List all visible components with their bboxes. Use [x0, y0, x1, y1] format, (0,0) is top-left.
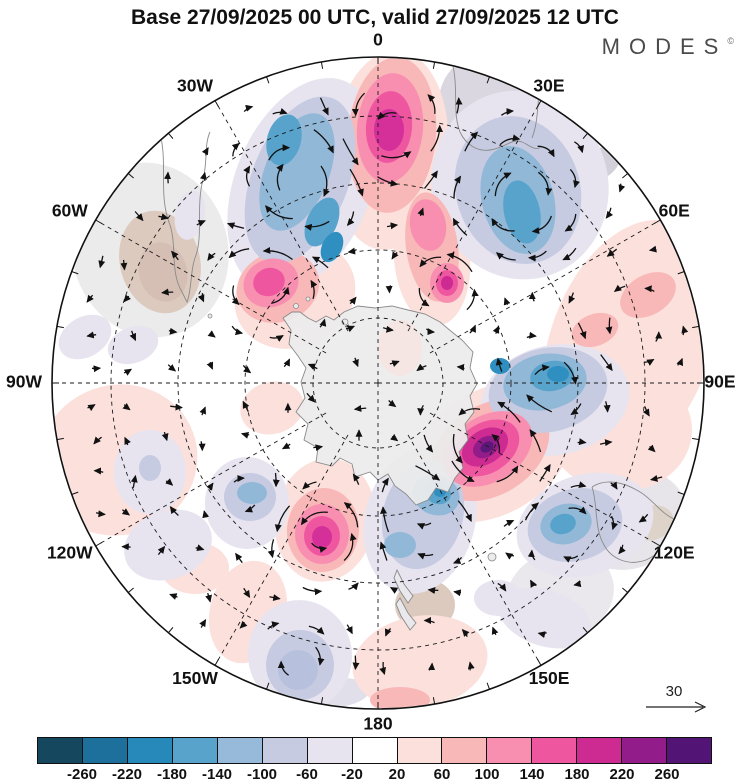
modes-logo-text: MODES [601, 34, 728, 59]
colorbar-cell [397, 738, 443, 763]
colorbar-cell [307, 738, 353, 763]
colorbar-tick-label: -140 [201, 766, 233, 783]
colorbar-tick-label: 260 [654, 766, 680, 783]
colorbar-cell [622, 738, 668, 763]
colorbar-tick-label: -260 [66, 766, 98, 783]
colorbar-tick-label: 20 [388, 766, 406, 783]
chart-title: Base 27/09/2025 00 UTC, valid 27/09/2025… [131, 6, 619, 29]
colorbar-cell [532, 738, 578, 763]
lon-label-180: 180 [363, 714, 392, 734]
colorbar-tick-label: -60 [296, 766, 318, 783]
rim-ticks [52, 57, 704, 709]
colorbar-tick-label: 180 [564, 766, 590, 783]
colorbar-cell [442, 738, 488, 763]
colorbar-tick-label: -220 [111, 766, 143, 783]
polar-map: 0 30E 60E 90E 120E 150E 180 150W 120W 90W 60W 30W 30 [6, 30, 736, 734]
lon-label-60E: 60E [659, 201, 690, 221]
colorbar-tick-label: 220 [609, 766, 635, 783]
colorbar-cell [38, 738, 83, 763]
colorbar-tick-label: -180 [156, 766, 188, 783]
colorbar-tick-label: 100 [474, 766, 500, 783]
lon-label-120W: 120W [47, 543, 93, 563]
lon-label-150W: 150W [172, 668, 218, 688]
colorbar-cell [667, 738, 712, 763]
colorbar-tick-label: 140 [519, 766, 545, 783]
colorbar-tick-label: -20 [341, 766, 363, 783]
colorbar-cell [577, 738, 623, 763]
lon-label-0: 0 [373, 30, 383, 50]
modes-logo: MODES© [602, 34, 734, 60]
lon-label-90E: 90E [704, 372, 735, 392]
colorbar-cell [487, 738, 533, 763]
colorbar [37, 737, 712, 764]
colorbar-cell [217, 738, 263, 763]
colorbar-cell [172, 738, 218, 763]
map-clipped-area [53, 58, 703, 708]
lon-label-60W: 60W [52, 201, 88, 221]
colorbar-cell [352, 738, 398, 763]
lon-label-30W: 30W [177, 75, 213, 95]
copyright-icon: © [727, 36, 734, 46]
lon-label-150E: 150E [529, 668, 570, 688]
coastlines [159, 61, 699, 631]
longitude-labels: 0 30E 60E 90E 120E 150E 180 150W 120W 90W 60W 30W [6, 30, 736, 734]
lon-label-120E: 120E [654, 543, 695, 563]
lon-label-90W: 90W [6, 372, 42, 392]
colorbar-cell [127, 738, 173, 763]
lon-label-30E: 30E [533, 75, 564, 95]
reference-arrow-label: 30 [666, 683, 683, 700]
colorbar-tick-label: 60 [433, 766, 451, 783]
wind-arrows [86, 92, 689, 676]
colorbar-tick-labels: -260 -220 -180 -140 -100 -60 -20 20 60 100 140 180 2… [37, 766, 712, 783]
colorbar-cell [82, 738, 128, 763]
colorbar-cell [262, 738, 308, 763]
reference-arrow: 30 [646, 683, 707, 713]
colorbar-tick-label: -100 [246, 766, 278, 783]
